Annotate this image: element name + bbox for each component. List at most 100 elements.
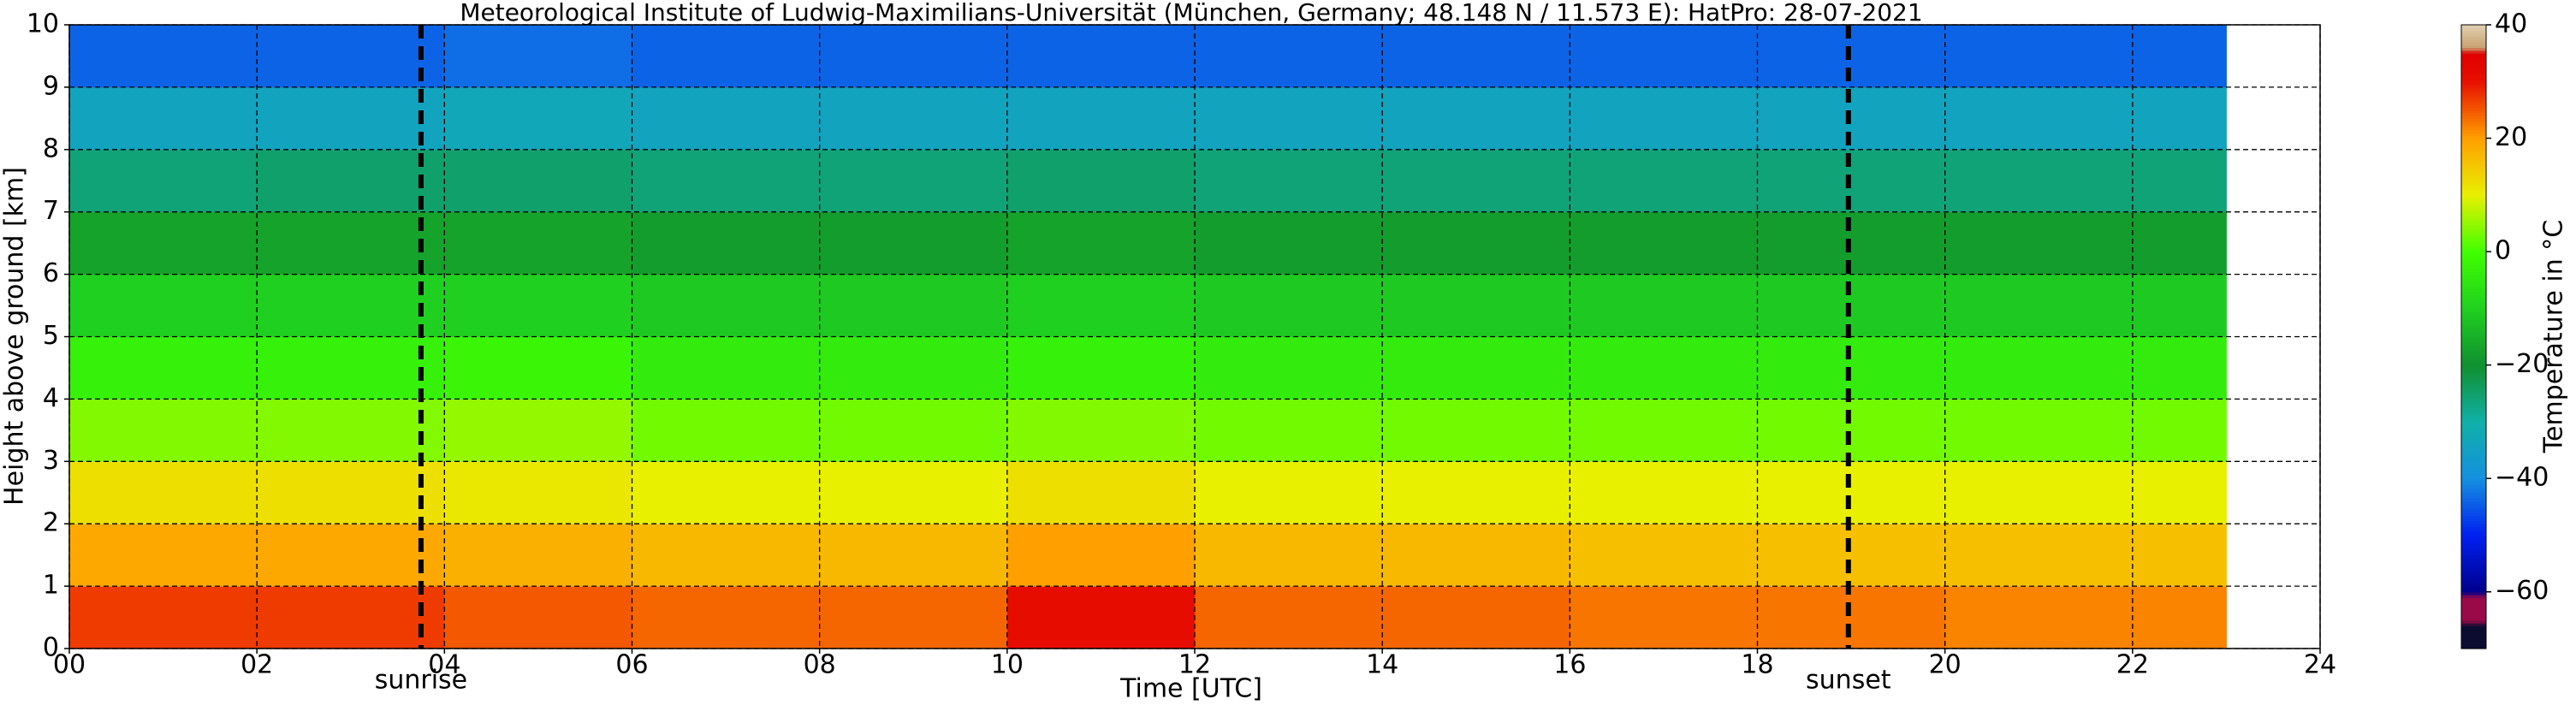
heatmap-cell bbox=[257, 399, 445, 462]
colorbar-segment bbox=[2461, 146, 2486, 151]
heatmap-cell bbox=[1006, 524, 1196, 587]
colorbar-segment bbox=[2461, 501, 2486, 505]
colorbar-segment bbox=[2461, 127, 2486, 131]
colorbar-segment bbox=[2461, 58, 2486, 62]
colorbar-segment bbox=[2461, 602, 2486, 607]
heatmap-cell bbox=[1382, 524, 1570, 587]
x-tick-label: 22 bbox=[2116, 650, 2149, 680]
heatmap-cell bbox=[1382, 586, 1570, 649]
heatmap-cell bbox=[1944, 524, 2134, 587]
colorbar-segment bbox=[2461, 325, 2486, 329]
colorbar-segment bbox=[2461, 418, 2486, 423]
colorbar-segment bbox=[2461, 90, 2486, 94]
colorbar-segment bbox=[2461, 166, 2486, 170]
colorbar-segment bbox=[2461, 569, 2486, 573]
heatmap-cell bbox=[819, 336, 1008, 400]
heatmap-cell bbox=[632, 586, 821, 649]
heatmap-cell bbox=[1382, 274, 1570, 337]
colorbar-segment bbox=[2461, 606, 2486, 610]
heatmap-cell bbox=[632, 25, 821, 88]
heatmap-cell bbox=[1944, 86, 2134, 151]
colorbar-segment bbox=[2461, 438, 2486, 442]
colorbar-segment bbox=[2461, 580, 2486, 584]
colorbar-segment bbox=[2461, 155, 2486, 159]
colorbar-segment bbox=[2461, 297, 2486, 301]
colorbar-segment bbox=[2461, 532, 2486, 536]
colorbar-segment bbox=[2461, 157, 2486, 162]
colorbar-segment bbox=[2461, 412, 2486, 417]
heatmap-cell bbox=[1195, 524, 1383, 587]
colorbar-segment bbox=[2461, 637, 2486, 641]
heatmap-cell bbox=[1570, 274, 1758, 337]
colorbar-segment bbox=[2461, 140, 2486, 145]
colorbar-segment bbox=[2461, 276, 2486, 281]
colorbar-segment bbox=[2461, 483, 2486, 488]
colorbar-segment bbox=[2461, 50, 2486, 54]
heatmap-cell bbox=[1570, 399, 1758, 462]
colorbar-segment bbox=[2461, 410, 2486, 414]
colorbar-segment bbox=[2461, 177, 2486, 181]
x-tick-label: 12 bbox=[1178, 650, 1211, 680]
colorbar-segment bbox=[2461, 217, 2486, 222]
colorbar-segment bbox=[2461, 416, 2486, 420]
colorbar-segment bbox=[2461, 424, 2486, 429]
heatmap-cell bbox=[257, 274, 445, 337]
colorbar-segment bbox=[2461, 405, 2486, 408]
colorbar-segment bbox=[2461, 336, 2486, 341]
colorbar-segment bbox=[2461, 546, 2486, 550]
heatmap-cell bbox=[1944, 586, 2134, 649]
colorbar-segment bbox=[2461, 359, 2486, 363]
colorbar-segment bbox=[2461, 271, 2486, 275]
heatmap-cell bbox=[2132, 461, 2227, 524]
heatmap-cell bbox=[1195, 399, 1383, 462]
heatmap-cell bbox=[257, 524, 445, 587]
colorbar-segment bbox=[2461, 407, 2486, 412]
colorbar-segment bbox=[2461, 53, 2486, 57]
heatmap-cell bbox=[1382, 336, 1570, 400]
colorbar-segment bbox=[2461, 64, 2486, 68]
heatmap-cell bbox=[69, 86, 258, 151]
heatmap-cell bbox=[819, 399, 1008, 462]
y-tick-label: 3 bbox=[43, 446, 59, 476]
heatmap-cell bbox=[819, 274, 1008, 337]
heatmap-cell bbox=[1570, 86, 1758, 151]
colorbar-segment bbox=[2461, 282, 2486, 287]
colorbar-segment bbox=[2461, 507, 2486, 511]
heatmap-cell bbox=[632, 274, 821, 337]
colorbar-segment bbox=[2461, 421, 2486, 425]
colorbar-segment bbox=[2461, 302, 2486, 306]
colorbar-segment bbox=[2461, 226, 2486, 230]
colorbar-segment bbox=[2461, 347, 2486, 352]
colorbar-segment bbox=[2461, 475, 2486, 479]
heatmap-cell bbox=[632, 399, 821, 462]
heatmap-cell bbox=[1757, 25, 1946, 88]
heatmap-cell bbox=[632, 336, 821, 400]
heatmap-cell bbox=[444, 211, 632, 275]
heatmap-cell bbox=[444, 25, 632, 88]
colorbar-segment bbox=[2461, 509, 2486, 513]
heatmap-cell bbox=[1195, 149, 1383, 213]
heatmap-cell bbox=[69, 524, 258, 587]
colorbar-segment bbox=[2461, 328, 2486, 332]
colorbar-segment bbox=[2461, 252, 2486, 256]
heatmap-cell bbox=[1570, 25, 1758, 88]
colorbar-segment bbox=[2461, 634, 2486, 638]
heatmap-cell bbox=[632, 524, 821, 587]
heatmap-cell bbox=[1195, 86, 1383, 151]
colorbar-segment bbox=[2461, 92, 2486, 97]
colorbar-segment bbox=[2461, 73, 2486, 77]
annotation-label: sunset bbox=[1806, 666, 1891, 696]
heatmap-cell bbox=[1382, 461, 1570, 524]
heatmap-cell bbox=[1195, 211, 1383, 275]
colorbar-segment bbox=[2461, 228, 2486, 233]
colorbar-segment bbox=[2461, 330, 2486, 335]
colorbar-segment bbox=[2461, 611, 2486, 615]
colorbar-segment bbox=[2461, 543, 2486, 548]
heatmap-cell bbox=[257, 461, 445, 524]
colorbar-segment bbox=[2461, 520, 2486, 524]
colorbar-segment bbox=[2461, 274, 2486, 278]
colorbar-segment bbox=[2461, 220, 2486, 224]
colorbar-segment bbox=[2461, 614, 2486, 619]
heatmap-cell bbox=[1570, 149, 1758, 213]
colorbar-segment bbox=[2461, 104, 2486, 108]
